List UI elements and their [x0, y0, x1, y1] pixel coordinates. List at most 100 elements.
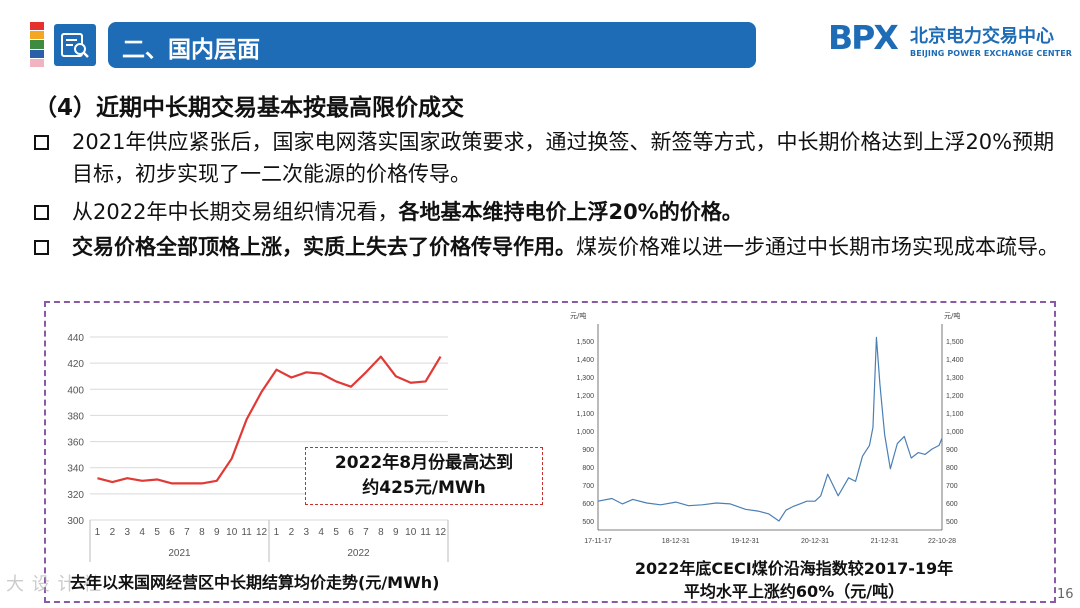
- group-label: 2021: [168, 548, 191, 559]
- callout-line-1: 2022年8月份最高达到: [334, 453, 514, 473]
- right-caption-line-1: 2022年底CECI煤价沿海指数较2017-19年: [634, 559, 954, 578]
- y-tick-label-left: 600: [582, 501, 594, 508]
- x-tick-label: 7: [184, 527, 190, 538]
- y-tick-label-right: 700: [946, 483, 958, 490]
- x-tick-label: 7: [363, 527, 369, 538]
- y-tick-label-right: 1,200: [946, 393, 964, 400]
- y-tick-label-right: 900: [946, 447, 958, 454]
- logo-mark: BPX: [828, 18, 899, 57]
- bullet-3: 交易价格全部顶格上涨，实质上失去了价格传导作用。煤炭价格难以进一步通过中长期市场…: [34, 231, 1064, 263]
- right-caption-line-2: 平均水平上涨约60%（元/吨）: [683, 582, 905, 601]
- y-tick-label-right: 600: [946, 501, 958, 508]
- series-line: [97, 355, 442, 485]
- slide-subtitle: （4）近期中长期交易基本按最高限价成交: [34, 95, 465, 121]
- x-tick-label: 9: [393, 527, 399, 538]
- x-tick-label: 10: [226, 527, 238, 538]
- bullet-box-icon: [34, 205, 49, 220]
- y-tick-label: 340: [67, 464, 84, 475]
- bullet-3-plain: 煤炭价格难以进一步通过中长期市场实现成本疏导。: [576, 235, 1059, 259]
- x-tick-label: 19-12-31: [731, 538, 759, 545]
- bullet-box-icon: [34, 135, 49, 150]
- document-search-icon: [54, 24, 96, 66]
- x-tick-label: 11: [420, 527, 431, 538]
- bullet-1-text: 2021年供应紧张后，国家电网落实国家政策要求，通过换签、新签等方式，中长期价格…: [72, 130, 1055, 186]
- y-tick-label-left: 1,300: [576, 375, 594, 382]
- x-tick-label: 10: [405, 527, 417, 538]
- y-tick-label: 420: [67, 359, 84, 370]
- watermark: 大 设 计 社: [6, 574, 103, 595]
- y-tick-label-left: 1,500: [576, 339, 594, 346]
- x-tick-label: 18-12-31: [662, 538, 690, 545]
- bullet-3-bold: 交易价格全部顶格上涨，实质上失去了价格传导作用。: [72, 235, 576, 259]
- logo-english-name: BEIJING POWER EXCHANGE CENTER: [910, 49, 1073, 58]
- y-tick-label: 360: [67, 438, 84, 449]
- group-label: 2022: [347, 548, 370, 559]
- y-tick-label: 320: [67, 490, 84, 501]
- x-tick-label: 2: [289, 527, 295, 538]
- x-tick-label: 12: [256, 527, 268, 538]
- page-number: 16: [1057, 587, 1074, 602]
- y-tick-label-left: 1,400: [576, 357, 594, 364]
- x-tick-label: 3: [125, 527, 131, 538]
- y-tick-label-left: 500: [582, 519, 594, 526]
- x-tick-label: 22-10-28: [928, 538, 956, 545]
- x-tick-label: 1: [274, 527, 280, 538]
- coal-index-line: [597, 336, 943, 522]
- y-tick-label-right: 1,500: [946, 339, 964, 346]
- y-tick-label-right: 800: [946, 465, 958, 472]
- y-tick-label-left: 700: [582, 483, 594, 490]
- y-tick-label-right: 500: [946, 519, 958, 526]
- logo-chinese-name: 北京电力交易中心: [910, 26, 1054, 47]
- peak-callout: 2022年8月份最高达到 约425元/MWh: [305, 447, 543, 505]
- x-tick-label: 9: [214, 527, 220, 538]
- x-tick-label: 4: [139, 527, 145, 538]
- left-chart-caption: 去年以来国网经营区中长期结算均价走势(元/MWh): [70, 573, 440, 592]
- y-tick-label: 300: [67, 516, 84, 527]
- bullet-2: 从2022年中长期交易组织情况看，各地基本维持电价上浮20%的价格。: [34, 196, 1064, 228]
- y-tick-label-right: 1,100: [946, 411, 964, 418]
- bullet-box-icon: [34, 240, 49, 255]
- bullet-2-bold: 各地基本维持电价上浮20%的价格。: [398, 200, 743, 224]
- y-tick-label: 380: [67, 411, 84, 422]
- x-tick-label: 11: [241, 527, 252, 538]
- x-tick-label: 4: [318, 527, 324, 538]
- coal-price-index-chart: 元/吨 元/吨 500 500 600 600 700 700 800 800 900 900 1,00…: [570, 311, 964, 545]
- y-tick-label-left: 800: [582, 465, 594, 472]
- color-stripes: [30, 22, 44, 68]
- x-tick-label: 6: [169, 527, 175, 538]
- charts-frame: [44, 301, 1056, 603]
- y-tick-label-left: 900: [582, 447, 594, 454]
- x-tick-label: 17-11-17: [584, 538, 612, 545]
- x-tick-label: 5: [333, 527, 339, 538]
- x-tick-label: 12: [435, 527, 447, 538]
- y-tick-label: 400: [67, 385, 84, 396]
- callout-line-2: 约425元/MWh: [362, 478, 486, 498]
- bullet-1: 2021年供应紧张后，国家电网落实国家政策要求，通过换签、新签等方式，中长期价格…: [34, 126, 1064, 190]
- stripe-1: [30, 31, 44, 40]
- y-tick-label-right: 1,000: [946, 429, 964, 436]
- x-tick-label: 21-12-31: [871, 538, 899, 545]
- bullet-3-text: 交易价格全部顶格上涨，实质上失去了价格传导作用。煤炭价格难以进一步通过中长期市场…: [34, 231, 1064, 263]
- x-tick-label: 20-12-31: [801, 538, 829, 545]
- x-tick-label: 6: [348, 527, 354, 538]
- x-tick-label: 3: [304, 527, 310, 538]
- x-tick-label: 5: [154, 527, 160, 538]
- stripe-2: [30, 40, 44, 49]
- right-unit-label: 元/吨: [944, 311, 960, 320]
- left-unit-label: 元/吨: [570, 311, 586, 320]
- y-tick-label-left: 1,100: [576, 411, 594, 418]
- bullet-2-plain: 从2022年中长期交易组织情况看，: [72, 200, 399, 224]
- section-title: 二、国内层面: [122, 37, 260, 63]
- bpx-logo: BPX 北京电力交易中心 BEIJING POWER EXCHANGE CENT…: [828, 18, 1072, 70]
- x-tick-label: 2: [110, 527, 116, 538]
- bullet-2-text: 从2022年中长期交易组织情况看，各地基本维持电价上浮20%的价格。: [34, 196, 1064, 228]
- section-banner: 二、国内层面: [108, 22, 756, 68]
- stripe-0: [30, 22, 44, 31]
- y-tick-label: 440: [67, 333, 84, 344]
- x-tick-label: 1: [95, 527, 101, 538]
- stripe-3: [30, 49, 44, 58]
- y-tick-label-right: 1,300: [946, 375, 964, 382]
- x-tick-label: 8: [378, 527, 384, 538]
- y-tick-label-left: 1,000: [576, 429, 594, 436]
